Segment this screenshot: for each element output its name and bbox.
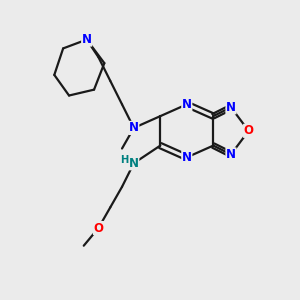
- Text: O: O: [94, 221, 103, 235]
- Text: N: N: [182, 98, 192, 111]
- Text: N: N: [226, 101, 236, 114]
- Text: N: N: [226, 148, 236, 161]
- Text: N: N: [82, 33, 92, 46]
- Text: N: N: [129, 157, 139, 170]
- Text: O: O: [244, 124, 254, 137]
- Text: N: N: [129, 122, 139, 134]
- Text: N: N: [182, 151, 192, 164]
- Text: H: H: [120, 155, 128, 165]
